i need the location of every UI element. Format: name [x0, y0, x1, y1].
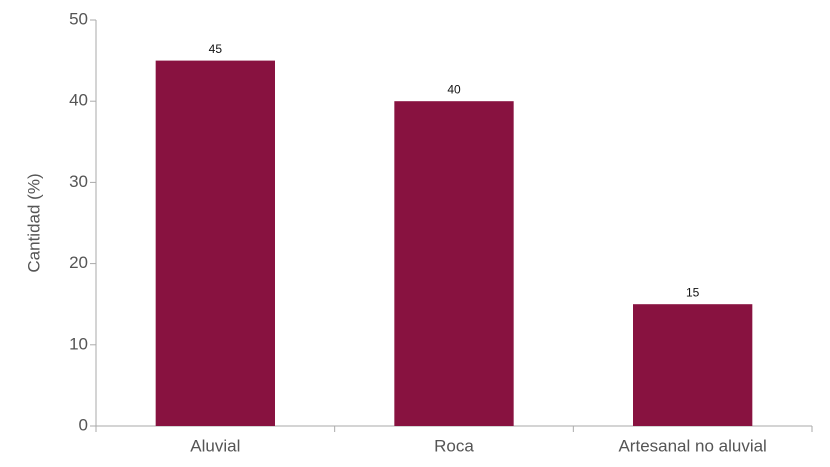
- y-tick-label: 40: [69, 91, 88, 110]
- y-tick-label: 30: [69, 172, 88, 191]
- y-tick-label: 20: [69, 253, 88, 272]
- y-tick-label: 50: [69, 9, 88, 28]
- x-tick-label: Aluvial: [190, 436, 240, 455]
- bar: [633, 304, 753, 426]
- data-label: 40: [447, 82, 461, 96]
- x-tick-label: Artesanal no aluvial: [618, 436, 766, 455]
- data-label: 45: [209, 42, 223, 56]
- x-tick-label: Roca: [434, 436, 474, 455]
- data-label: 15: [686, 285, 700, 299]
- bar: [394, 101, 514, 426]
- bar: [155, 60, 275, 426]
- y-axis-label: Cantidad (%): [24, 173, 43, 272]
- y-tick-label: 10: [69, 334, 88, 353]
- y-tick-label: 0: [79, 415, 88, 434]
